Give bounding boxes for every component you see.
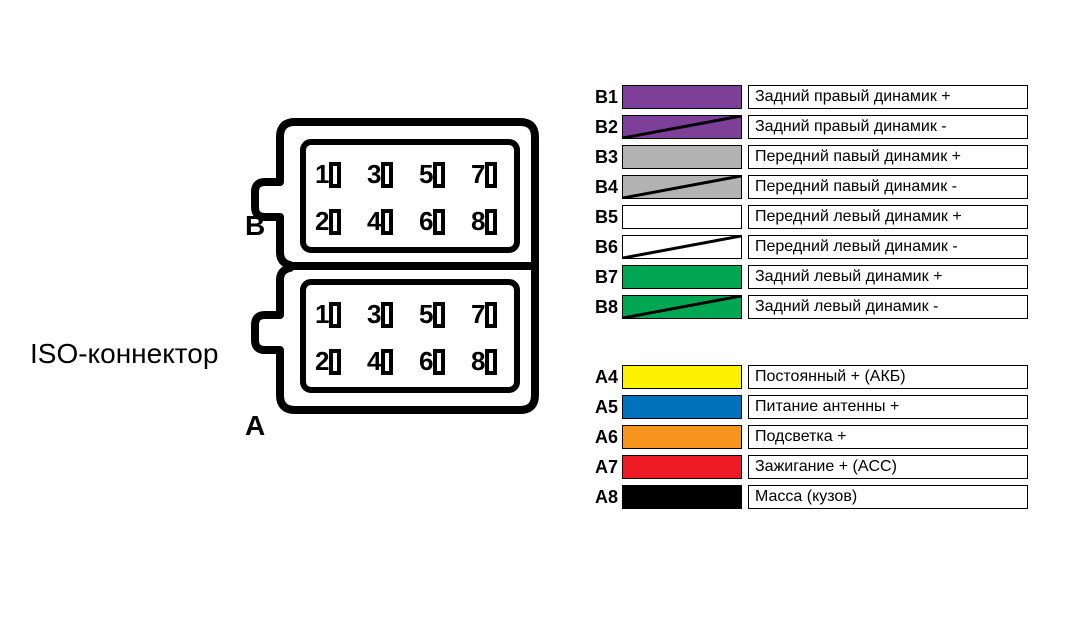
svg-text:3: 3	[367, 159, 381, 189]
pin-description: Масса (кузов)	[748, 485, 1028, 509]
svg-text:7: 7	[471, 159, 485, 189]
legend-section: B1 Задний правый динамик + B2 Задний правый…	[560, 40, 1060, 581]
pin-description: Зажигание + (ACC)	[748, 455, 1028, 479]
color-swatch	[622, 205, 742, 229]
pin-id: B6	[590, 237, 622, 258]
legend-row: B6 Передний левый динамик -	[590, 232, 1060, 262]
legend-row: A7 Зажигание + (ACC)	[590, 452, 1060, 482]
svg-text:4: 4	[367, 206, 382, 236]
color-swatch	[622, 265, 742, 289]
connector-diagram: 1 3 5 7 2 4 6 8 1	[235, 110, 545, 420]
pin-description: Питание антенны +	[748, 395, 1028, 419]
pin-description: Передний левый динамик -	[748, 235, 1028, 259]
pin-id: A5	[590, 397, 622, 418]
svg-text:4: 4	[367, 346, 382, 376]
svg-text:7: 7	[471, 299, 485, 329]
svg-text:5: 5	[419, 299, 433, 329]
svg-text:2: 2	[315, 346, 329, 376]
pin-description: Задний правый динамик +	[748, 85, 1028, 109]
pin-description: Передний павый динамик -	[748, 175, 1028, 199]
svg-text:8: 8	[471, 346, 485, 376]
pin-id: B7	[590, 267, 622, 288]
power-legend: A4Постоянный + (АКБ)A5Питание антенны +A…	[590, 362, 1060, 512]
svg-text:3: 3	[367, 299, 381, 329]
legend-row: A6 Подсветка +	[590, 422, 1060, 452]
pin-id: B2	[590, 117, 622, 138]
pin-description: Задний левый динамик +	[748, 265, 1028, 289]
legend-row: B3 Передний павый динамик +	[590, 142, 1060, 172]
svg-text:2: 2	[315, 206, 329, 236]
pin-id: B8	[590, 297, 622, 318]
color-swatch	[622, 115, 742, 139]
legend-row: B1 Задний правый динамик +	[590, 82, 1060, 112]
color-swatch	[622, 425, 742, 449]
pin-id: A6	[590, 427, 622, 448]
diagram-container: ISO-коннектор B A 1 3 5 7	[0, 0, 1080, 621]
color-swatch	[622, 85, 742, 109]
legend-row: B7 Задний левый динамик +	[590, 262, 1060, 292]
pin-id: B4	[590, 177, 622, 198]
legend-row: B8 Задний левый динамик -	[590, 292, 1060, 322]
svg-text:1: 1	[315, 299, 329, 329]
connector-section: ISO-коннектор B A 1 3 5 7	[20, 40, 560, 581]
svg-text:8: 8	[471, 206, 485, 236]
color-swatch	[622, 235, 742, 259]
pin-id: A4	[590, 367, 622, 388]
color-swatch	[622, 295, 742, 319]
pin-id: B3	[590, 147, 622, 168]
legend-row: B5 Передний левый динамик +	[590, 202, 1060, 232]
pin-description: Задний правый динамик -	[748, 115, 1028, 139]
color-swatch	[622, 455, 742, 479]
connector-title: ISO-коннектор	[30, 338, 218, 370]
color-swatch	[622, 485, 742, 509]
color-swatch	[622, 175, 742, 199]
pin-description: Подсветка +	[748, 425, 1028, 449]
color-swatch	[622, 145, 742, 169]
pin-id: B1	[590, 87, 622, 108]
color-swatch	[622, 395, 742, 419]
svg-text:5: 5	[419, 159, 433, 189]
svg-text:6: 6	[419, 346, 433, 376]
pin-id: A8	[590, 487, 622, 508]
speakers-legend: B1 Задний правый динамик + B2 Задний правый…	[590, 82, 1060, 322]
svg-text:6: 6	[419, 206, 433, 236]
legend-row: A4 Постоянный + (АКБ)	[590, 362, 1060, 392]
color-swatch	[622, 365, 742, 389]
pin-description: Постоянный + (АКБ)	[748, 365, 1028, 389]
pin-id: A7	[590, 457, 622, 478]
pin-id: B5	[590, 207, 622, 228]
legend-row: A8 Масса (кузов)	[590, 482, 1060, 512]
pin-description: Задний левый динамик -	[748, 295, 1028, 319]
legend-row: B2 Задний правый динамик -	[590, 112, 1060, 142]
legend-row: A5 Питание антенны +	[590, 392, 1060, 422]
pin-description: Передний павый динамик +	[748, 145, 1028, 169]
legend-row: B4 Передний павый динамик -	[590, 172, 1060, 202]
pin-description: Передний левый динамик +	[748, 205, 1028, 229]
svg-text:1: 1	[315, 159, 329, 189]
